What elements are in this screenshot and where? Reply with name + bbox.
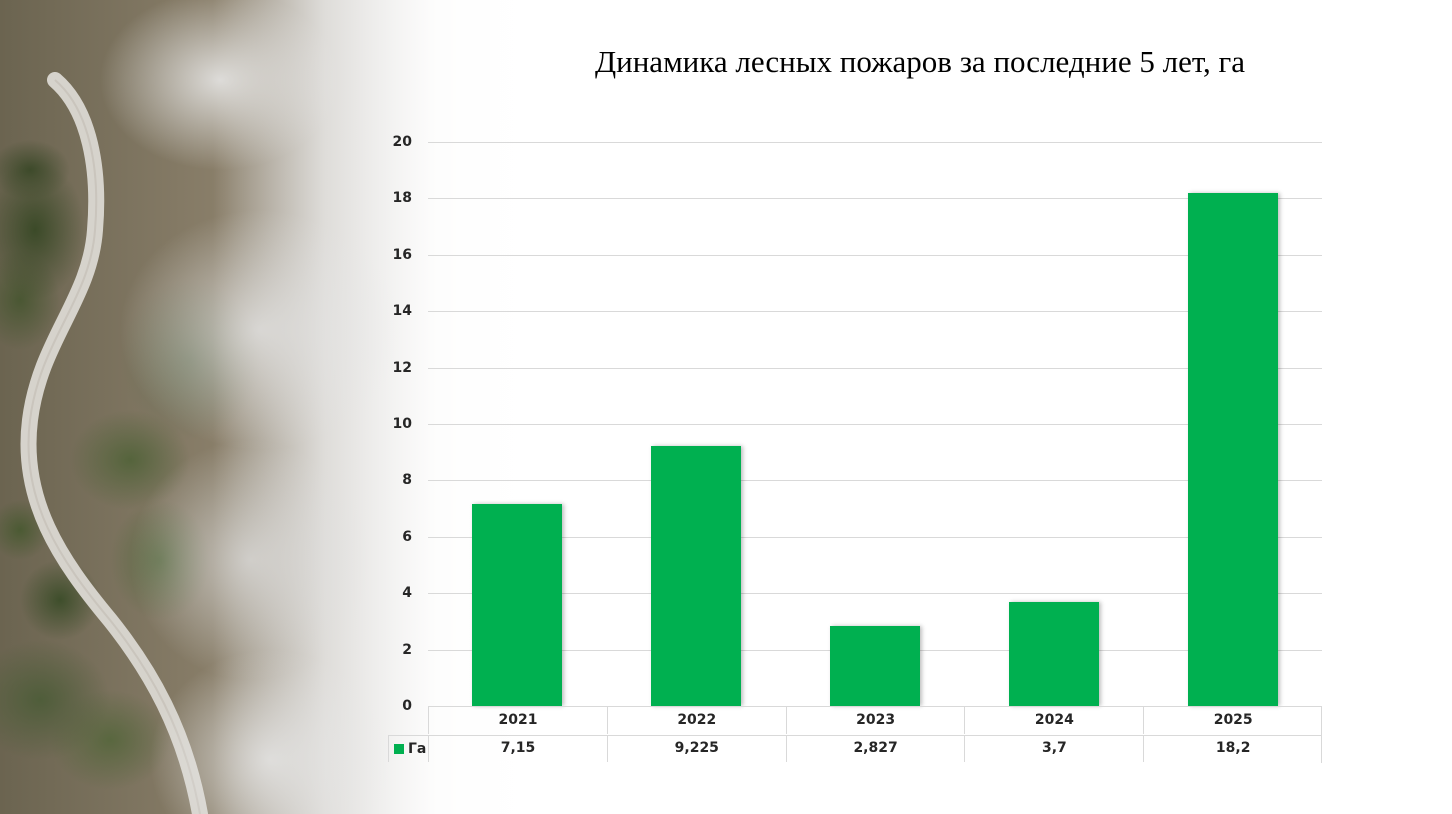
table-cell-value: 7,15 xyxy=(428,735,607,762)
gridline xyxy=(428,311,1322,313)
gridline xyxy=(428,480,1322,482)
y-tick-label: 6 xyxy=(402,528,412,545)
y-tick-label: 12 xyxy=(392,359,412,376)
y-tick-label: 2 xyxy=(402,641,412,658)
table-cell-year: 2025 xyxy=(1143,707,1322,734)
table-cell-year: 2022 xyxy=(606,707,786,734)
data-table: 2021 7,15 2022 9,225 2023 2,827 2024 3,7 2025 18,… xyxy=(388,706,1322,763)
bar-2025 xyxy=(1187,192,1278,706)
table-cell-year: 2021 xyxy=(428,707,607,734)
gridline xyxy=(428,424,1322,425)
gridline xyxy=(428,254,1322,256)
table-right-border xyxy=(1321,707,1322,763)
y-tick-label: 0 xyxy=(402,698,412,714)
y-tick-label: 4 xyxy=(402,585,412,602)
fog-overlay xyxy=(0,0,560,814)
gridline xyxy=(428,142,1322,143)
table-cell-year: 2024 xyxy=(964,707,1143,734)
gridline xyxy=(428,536,1322,538)
table-row-divider xyxy=(388,735,1322,736)
table-cell-year: 2023 xyxy=(785,707,965,734)
table-cell-value: 18,2 xyxy=(1143,735,1322,762)
legend-entry: Га xyxy=(388,735,428,762)
y-tick-label: 20 xyxy=(392,134,412,150)
y-tick-label: 8 xyxy=(402,472,412,489)
bar-2021 xyxy=(472,504,563,706)
forest-aerial-photo xyxy=(0,0,560,814)
table-cell-value: 3,7 xyxy=(964,735,1143,762)
table-cell-value: 2,827 xyxy=(785,735,965,762)
legend-label: Га xyxy=(408,740,427,757)
y-tick-label: 16 xyxy=(392,246,412,263)
bar-2023 xyxy=(830,626,920,706)
bar-2022 xyxy=(651,445,742,706)
y-tick-label: 18 xyxy=(392,190,412,207)
chart-title: Динамика лесных пожаров за последние 5 л… xyxy=(594,44,1246,79)
y-tick-label: 14 xyxy=(392,303,412,320)
bar-2024 xyxy=(1008,601,1099,706)
table-cell-value: 9,225 xyxy=(606,735,786,762)
gridline xyxy=(428,198,1322,200)
gridline xyxy=(428,593,1322,595)
y-tick-label: 10 xyxy=(392,416,412,432)
legend-color-key xyxy=(394,743,404,754)
gridline xyxy=(428,367,1322,369)
plot-area xyxy=(428,142,1322,706)
